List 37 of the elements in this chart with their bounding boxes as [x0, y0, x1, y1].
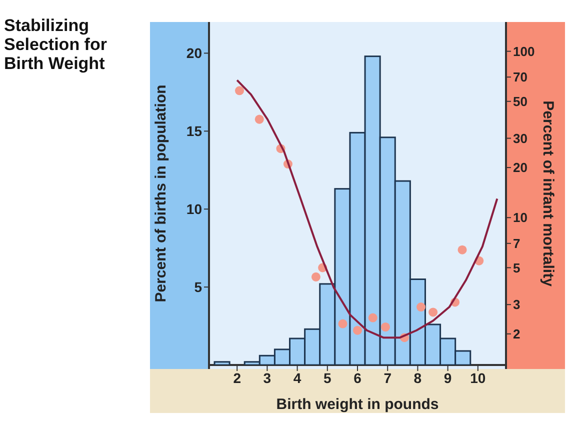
point	[428, 308, 438, 317]
x-axis-title: Birth weight in pounds	[276, 396, 439, 413]
y2-tick-label: 30	[513, 130, 528, 146]
point	[380, 322, 390, 332]
point	[311, 272, 320, 282]
text: Stabilizing Selection for Birth Weight	[4, 16, 108, 73]
point	[254, 114, 264, 124]
x-tick-label: 3	[263, 370, 272, 386]
y2-tick-label: 10	[513, 210, 528, 226]
y-tick-label: 10	[186, 201, 202, 218]
y2-tick-label: 3	[513, 297, 520, 312]
x-tick-label: 4	[293, 370, 302, 386]
x-tick-label: 9	[444, 370, 452, 386]
point	[458, 245, 467, 254]
x-tick-label: 8	[414, 370, 422, 386]
x-tick-label: 7	[384, 370, 392, 386]
point	[368, 313, 378, 322]
point	[352, 326, 362, 335]
y2-tick-label: 5	[513, 260, 520, 276]
x-tick-label: 6	[354, 370, 362, 386]
y-tick-label: 5	[194, 279, 202, 296]
y2-tick-label: 7	[513, 236, 520, 251]
x-tick-label: 2	[233, 370, 242, 386]
x-tick-label: 5	[324, 370, 332, 386]
y2-axis-title: Percent of infant mortality	[540, 100, 557, 288]
y2-tick-label: 100	[513, 44, 535, 59]
y2-tick-label: 2	[513, 326, 520, 342]
y2-tick-label: 20	[513, 160, 528, 176]
y-tick-label: 15	[186, 123, 202, 140]
point	[234, 86, 244, 96]
point	[338, 319, 348, 328]
y-axis-title: Percent of births in population	[152, 84, 170, 302]
point	[416, 302, 426, 312]
y2-tick-label: 50	[513, 94, 528, 109]
x-tick-label: 10	[470, 370, 486, 386]
y2-tick-label: 70	[513, 70, 528, 85]
y-tick-label: 20	[186, 45, 202, 62]
